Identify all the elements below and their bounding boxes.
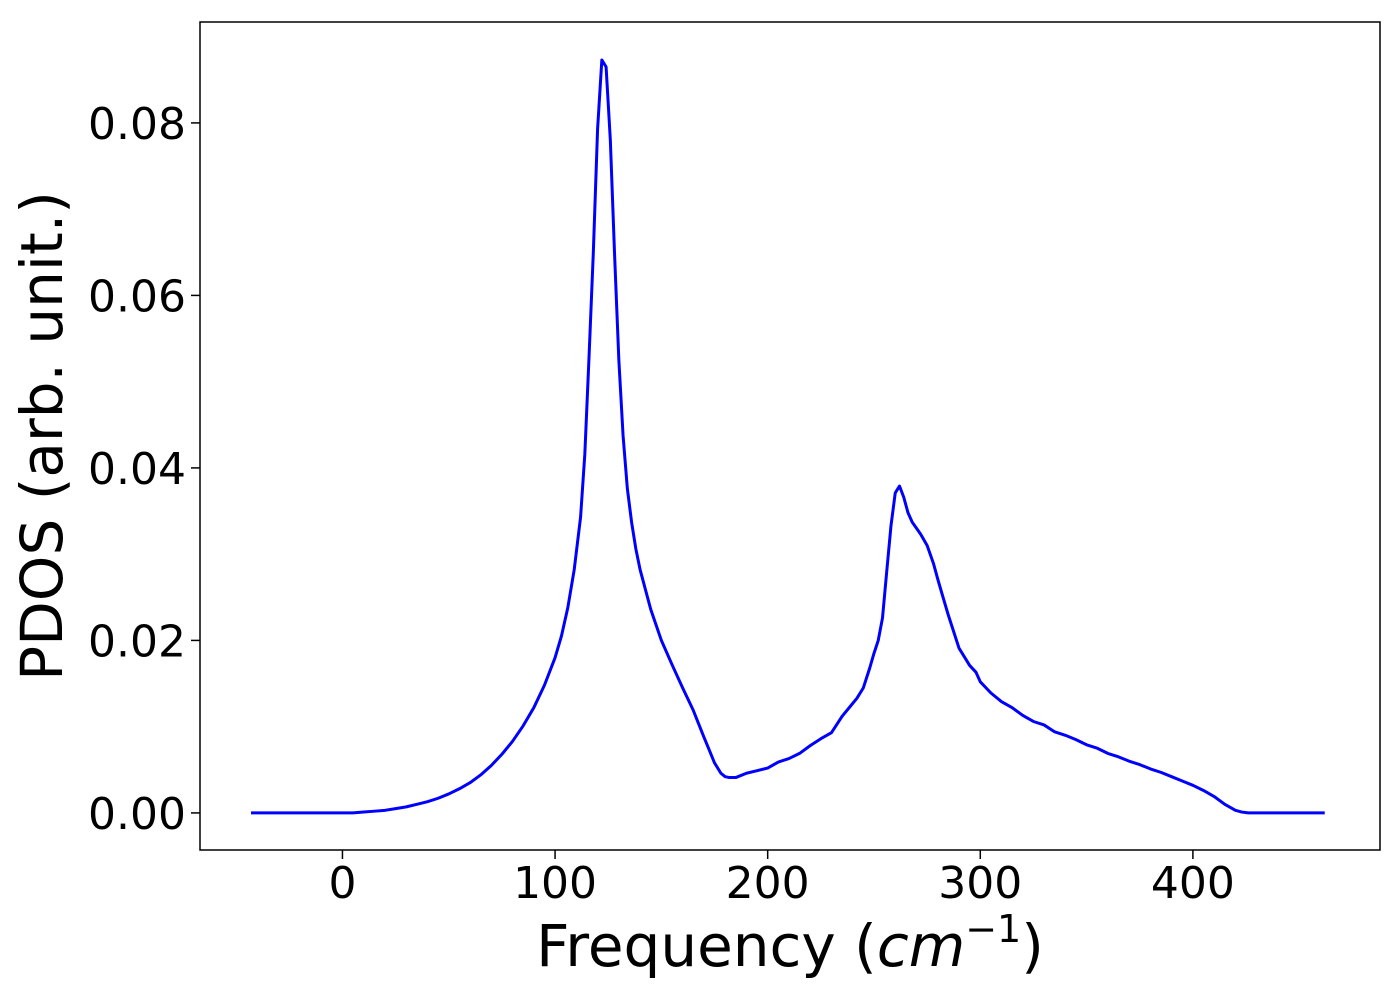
x-axis-label-exponent: −1: [965, 907, 1021, 951]
x-tick-label: 100: [513, 858, 597, 909]
plot-area: [251, 58, 1325, 815]
y-tick-label: 0.02: [88, 616, 186, 667]
x-tick-label: 0: [328, 858, 356, 909]
x-axis-label: Frequency (cm−1): [536, 907, 1044, 980]
x-tick-label: 200: [726, 858, 810, 909]
x-tick-label: 300: [938, 858, 1022, 909]
y-tick-label: 0.08: [88, 99, 186, 150]
axes-frame: [199, 21, 1381, 851]
y-axis-ticks: 0.00 0.02 0.04 0.06 0.08: [88, 99, 200, 840]
y-tick-label: 0.04: [88, 444, 186, 495]
y-axis-label: PDOS (arb. unit.): [8, 191, 76, 681]
pdos-series-line: [251, 58, 1325, 815]
x-tick-label: 400: [1151, 858, 1235, 909]
x-axis-ticks: 0 100 200 300 400: [328, 850, 1235, 909]
x-axis-label-unit: cm: [877, 912, 965, 980]
y-tick-label: 0.06: [88, 271, 186, 322]
y-tick-label: 0.00: [88, 789, 186, 840]
x-axis-label-prefix: Frequency (: [536, 912, 877, 980]
x-axis-label-suffix: ): [1021, 912, 1044, 980]
axes-box: [199, 21, 1381, 851]
